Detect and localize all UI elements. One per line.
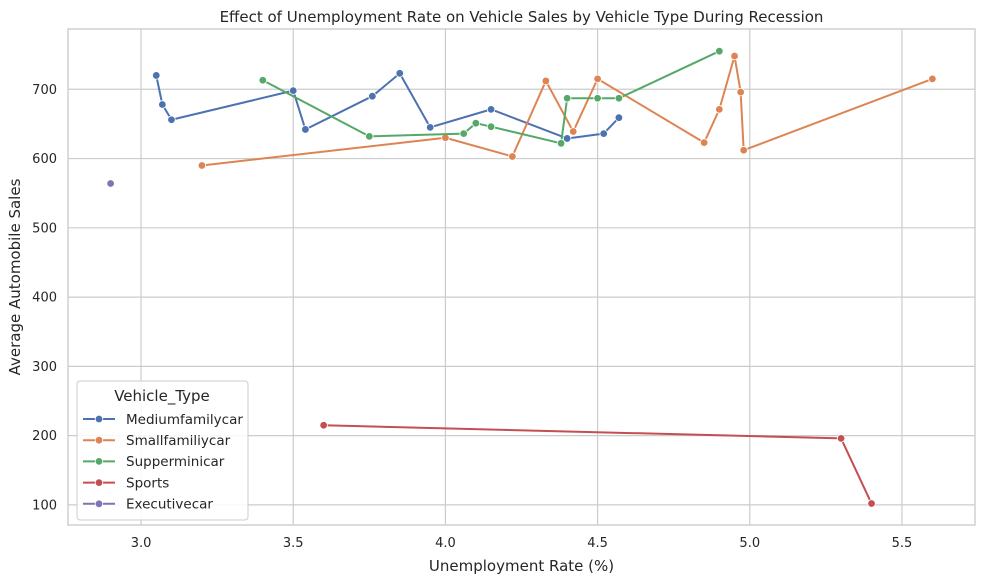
x-tick-label: 4.0: [435, 536, 456, 551]
data-point-supperminicar: [459, 129, 468, 138]
data-point-sports: [867, 499, 876, 508]
legend-entry-mediumfamilycar: Mediumfamilycar: [83, 412, 243, 428]
data-point-sports: [319, 421, 328, 430]
y-tick-label: 500: [32, 221, 57, 236]
data-point-mediumfamilycar: [301, 125, 310, 134]
data-point-smallfamiliycar: [699, 138, 709, 147]
data-point-supperminicar: [365, 132, 374, 141]
x-tick-label: 5.0: [739, 536, 760, 551]
data-point-supperminicar: [258, 76, 267, 85]
data-point-smallfamiliycar: [541, 76, 551, 86]
data-point-smallfamiliycar: [730, 51, 739, 61]
legend-label: Mediumfamilycar: [126, 412, 243, 428]
y-tick-label: 100: [32, 498, 57, 513]
series-executivecar: [106, 179, 115, 188]
legend-label: Executivecar: [126, 497, 213, 513]
x-axis-label: Unemployment Rate (%): [429, 557, 614, 575]
data-point-mediumfamilycar: [368, 91, 377, 101]
chart-title: Effect of Unemployment Rate on Vehicle S…: [220, 8, 824, 26]
data-point-sports: [836, 434, 846, 443]
series-smallfamiliycar: [197, 51, 937, 170]
data-point-mediumfamilycar: [425, 123, 435, 132]
y-tick-label: 700: [32, 83, 57, 98]
legend-entry-supperminicar: Supperminicar: [83, 454, 225, 470]
legend-label: Smallfamiliycar: [126, 433, 231, 449]
data-point-mediumfamilycar: [395, 69, 404, 78]
y-tick-label: 400: [32, 291, 57, 306]
legend-swatch-marker: [94, 478, 104, 487]
grid-layer: [68, 29, 975, 525]
data-point-mediumfamilycar: [486, 105, 496, 114]
data-point-supperminicar: [593, 94, 602, 103]
data-point-supperminicar: [486, 122, 496, 131]
data-point-supperminicar: [715, 46, 724, 56]
legend-label: Sports: [126, 475, 169, 491]
legend-entry-executivecar: Executivecar: [83, 497, 213, 513]
data-point-smallfamiliycar: [739, 146, 748, 155]
legend-box: [76, 380, 249, 521]
legend-swatch-marker: [94, 414, 104, 424]
legend-swatch-marker: [94, 457, 104, 466]
series-line-supperminicar: [262, 50, 720, 145]
plot-frame: [67, 28, 976, 526]
data-point-supperminicar: [471, 119, 481, 128]
data-point-smallfamiliycar: [928, 74, 937, 84]
data-point-supperminicar: [614, 94, 624, 103]
legend-entry-smallfamiliycar: Smallfamiliycar: [83, 433, 231, 449]
legend-label: Supperminicar: [126, 454, 225, 470]
series-mediumfamilycar: [152, 69, 624, 143]
data-point-smallfamiliycar: [508, 152, 517, 161]
series-layer: [106, 46, 937, 508]
data-point-smallfamiliycar: [569, 127, 578, 136]
legend-title: Vehicle_Type: [114, 387, 210, 406]
legend-swatch-marker: [94, 436, 104, 445]
data-point-mediumfamilycar: [152, 71, 161, 80]
data-point-supperminicar: [562, 94, 572, 103]
tick-layer: 3.0 3.5 4.0 4.5 5.0 5.5 100 200 300 400 500 600 700: [32, 83, 912, 551]
legend-entry-sports: Sports: [83, 475, 169, 491]
x-tick-label: 5.5: [892, 536, 913, 551]
data-point-mediumfamilycar: [289, 86, 298, 95]
data-point-mediumfamilycar: [158, 100, 167, 109]
y-tick-label: 200: [32, 429, 57, 444]
y-tick-label: 600: [32, 152, 57, 167]
data-point-mediumfamilycar: [562, 134, 572, 143]
x-tick-label: 3.0: [131, 536, 152, 551]
data-point-smallfamiliycar: [715, 105, 724, 114]
series-line-smallfamiliycar: [201, 55, 933, 167]
series-sports: [319, 421, 876, 508]
series-supperminicar: [258, 46, 724, 148]
legend: Vehicle_Type Mediumfamilycar Smallfamiliy…: [76, 380, 249, 521]
x-tick-label: 4.5: [587, 536, 608, 551]
x-tick-label: 3.5: [283, 536, 304, 551]
y-tick-label: 300: [32, 360, 57, 375]
series-line-mediumfamilycar: [155, 72, 620, 140]
data-point-smallfamiliycar: [736, 87, 745, 97]
legend-swatch-marker: [94, 499, 104, 508]
y-axis-label: Average Automobile Sales: [6, 178, 24, 375]
legend-entries: Mediumfamilycar Smallfamiliycar Suppermini…: [83, 412, 243, 513]
data-point-smallfamiliycar: [593, 74, 602, 84]
data-point-mediumfamilycar: [167, 115, 176, 124]
data-point-mediumfamilycar: [599, 129, 608, 138]
data-point-executivecar: [106, 179, 115, 188]
data-point-mediumfamilycar: [614, 113, 624, 122]
data-point-supperminicar: [556, 139, 566, 148]
data-point-smallfamiliycar: [197, 161, 207, 170]
